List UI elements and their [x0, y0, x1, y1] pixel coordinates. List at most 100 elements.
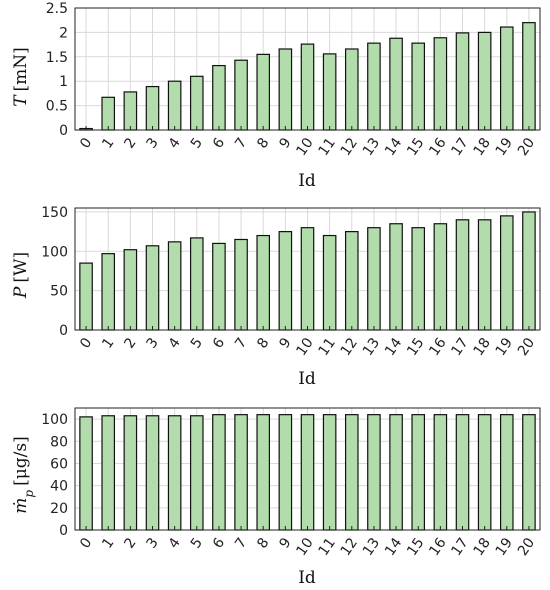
thrust-x-tick-label: 4: [166, 135, 184, 152]
mass-flow-x-tick-label: 13: [360, 535, 383, 559]
mass-flow-x-tick-label: 0: [77, 535, 95, 551]
mass-flow-x-tick-label: 20: [515, 535, 538, 559]
mass-flow-x-axis-label: Id: [298, 568, 316, 588]
power-y-tick-label: 150: [41, 205, 68, 221]
mass-flow-y-tick-label: 100: [41, 412, 68, 428]
thrust-bar: [101, 96, 116, 131]
thrust-x-tick-label: 0: [77, 135, 95, 151]
thrust-y-axis-label: T[mN]: [11, 47, 31, 107]
power-x-tick-label: 9: [276, 335, 294, 351]
thrust-bar: [123, 91, 138, 131]
power-x-tick-label: 19: [493, 335, 516, 359]
mass-flow-x-tick-label: 1: [99, 535, 117, 551]
thrust-x-tick-label: 5: [188, 135, 206, 151]
thrust-x-tick-label: 13: [360, 135, 383, 159]
power-bar: [499, 215, 514, 331]
mass-flow-bar: [322, 414, 337, 531]
mass-flow-x-tick-label: 17: [448, 535, 471, 559]
thrust-bar: [278, 48, 293, 131]
mass-flow-bar: [101, 415, 116, 531]
mass-flow-y-tick-label: 80: [50, 434, 68, 450]
power-bar: [433, 223, 448, 331]
thrust-bar: [189, 75, 204, 131]
mass-flow-bar: [79, 416, 93, 531]
power-y-tick-label: 100: [41, 244, 68, 260]
thrust-bar: [145, 85, 160, 131]
thrust-bar: [499, 26, 514, 131]
power-bar: [389, 223, 403, 331]
thrust-bar: [322, 53, 337, 131]
mass-flow-bar: [123, 415, 138, 531]
thrust-bar: [367, 42, 381, 131]
thrust-x-tick-label: 19: [493, 135, 516, 159]
power-x-tick-label: 16: [426, 335, 449, 359]
mass-flow-bar: [278, 414, 293, 531]
power-x-tick-label: 7: [232, 335, 250, 351]
power-x-tick-label: 14: [382, 335, 405, 359]
mass-flow-bar: [389, 414, 403, 531]
power-bar: [411, 227, 426, 331]
thrust-x-tick-label: 15: [404, 135, 427, 159]
power-bar: [123, 249, 138, 331]
thrust-bar: [234, 59, 248, 131]
mass-flow-y-tick-label: 20: [50, 501, 68, 517]
thrust-y-tick-label: 2: [59, 25, 68, 41]
thrust-bar: [300, 43, 315, 131]
power-x-tick-label: 8: [254, 335, 272, 351]
power-bar: [234, 238, 248, 331]
power-bar: [522, 211, 536, 331]
mass-flow-x-tick-label: 19: [493, 535, 516, 559]
thrust-y-tick-label: 1: [59, 74, 68, 90]
mass-flow-bar: [411, 414, 426, 531]
thrust-y-tick-label: 0: [59, 123, 68, 139]
power-bar: [256, 234, 271, 331]
power-x-tick-label: 5: [188, 335, 206, 351]
mass-flow-x-tick-label: 2: [121, 535, 139, 551]
mass-flow-x-tick-label: 18: [471, 535, 494, 559]
thrust-x-tick-label: 20: [515, 135, 538, 159]
power-x-tick-label: 17: [448, 335, 471, 359]
mass-flow-x-tick-label: 15: [404, 535, 427, 559]
thrust-x-tick-label: 9: [276, 135, 294, 151]
mass-flow-bar: [367, 414, 381, 531]
power-bar: [167, 241, 182, 331]
thrust-x-tick-label: 6: [210, 135, 228, 152]
thrust-x-tick-label: 3: [144, 135, 162, 151]
mass-flow-x-tick-label: 6: [210, 535, 228, 552]
mass-flow-bar: [234, 414, 248, 531]
thrust-x-tick-label: 8: [254, 135, 272, 151]
power-x-tick-label: 1: [99, 335, 117, 351]
power-x-tick-label: 10: [293, 335, 316, 359]
power-x-tick-label: 3: [144, 335, 162, 351]
mass-flow-y-axis-label: ṁp[μg/s]: [11, 436, 36, 513]
power-x-tick-label: 13: [360, 335, 383, 359]
mass-flow-x-tick-label: 8: [254, 535, 272, 551]
power-bar: [212, 242, 226, 331]
mass-flow-bar: [433, 414, 448, 531]
thrust-x-tick-label: 11: [316, 135, 339, 159]
thrust-bar: [477, 31, 492, 131]
power-x-tick-label: 11: [316, 335, 339, 359]
thrust-bar: [411, 42, 426, 131]
mass-flow-bar: [477, 414, 492, 531]
power-x-tick-label: 15: [404, 335, 427, 359]
mass-flow-x-tick-label: 3: [144, 535, 162, 551]
thrust-y-tick-label: 2.5: [46, 1, 68, 17]
thrust-x-tick-label: 14: [382, 135, 405, 159]
mass-flow-x-tick-label: 5: [188, 535, 206, 551]
thrust-x-tick-label: 7: [232, 135, 250, 151]
thrust-x-tick-label: 17: [448, 135, 471, 159]
mass-flow-bar: [145, 415, 160, 531]
power-x-tick-label: 20: [515, 335, 538, 359]
mass-flow-x-tick-label: 11: [316, 535, 339, 559]
power-x-tick-label: 18: [471, 335, 494, 359]
thrust-bar: [256, 53, 271, 131]
mass-flow-x-tick-label: 14: [382, 535, 405, 559]
thrust-bar: [455, 32, 470, 131]
mass-flow-bar: [300, 414, 315, 531]
thrust-x-tick-label: 18: [471, 135, 494, 159]
power-x-tick-label: 4: [166, 335, 184, 352]
mass-flow-bar: [212, 414, 226, 531]
thrust-y-tick-label: 0.5: [46, 99, 68, 115]
power-y-axis-label: P[W]: [11, 252, 31, 299]
